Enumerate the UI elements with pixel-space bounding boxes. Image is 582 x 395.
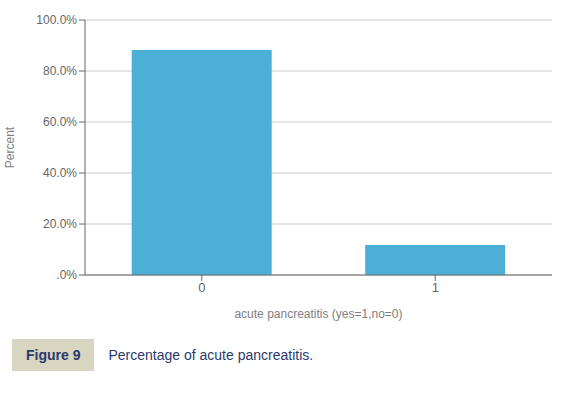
svg-text:100.0%: 100.0% bbox=[36, 13, 77, 27]
svg-text:20.0%: 20.0% bbox=[43, 217, 77, 231]
svg-text:Percent: Percent bbox=[8, 126, 17, 168]
svg-text:40.0%: 40.0% bbox=[43, 166, 77, 180]
svg-text:acute pancreatitis (yes=1,no=0: acute pancreatitis (yes=1,no=0) bbox=[234, 307, 402, 321]
html-text:Percentage of acute pancreatit: Percentage of acute pancreatitis. bbox=[108, 347, 314, 363]
svg-text:80.0%: 80.0% bbox=[43, 64, 77, 78]
html-text:Figure 9: Figure 9 bbox=[26, 347, 81, 363]
svg-text:.0%: .0% bbox=[56, 268, 77, 282]
svg-text:0: 0 bbox=[198, 280, 205, 295]
svg-text:60.0%: 60.0% bbox=[43, 115, 77, 129]
svg-text:1: 1 bbox=[432, 280, 439, 295]
